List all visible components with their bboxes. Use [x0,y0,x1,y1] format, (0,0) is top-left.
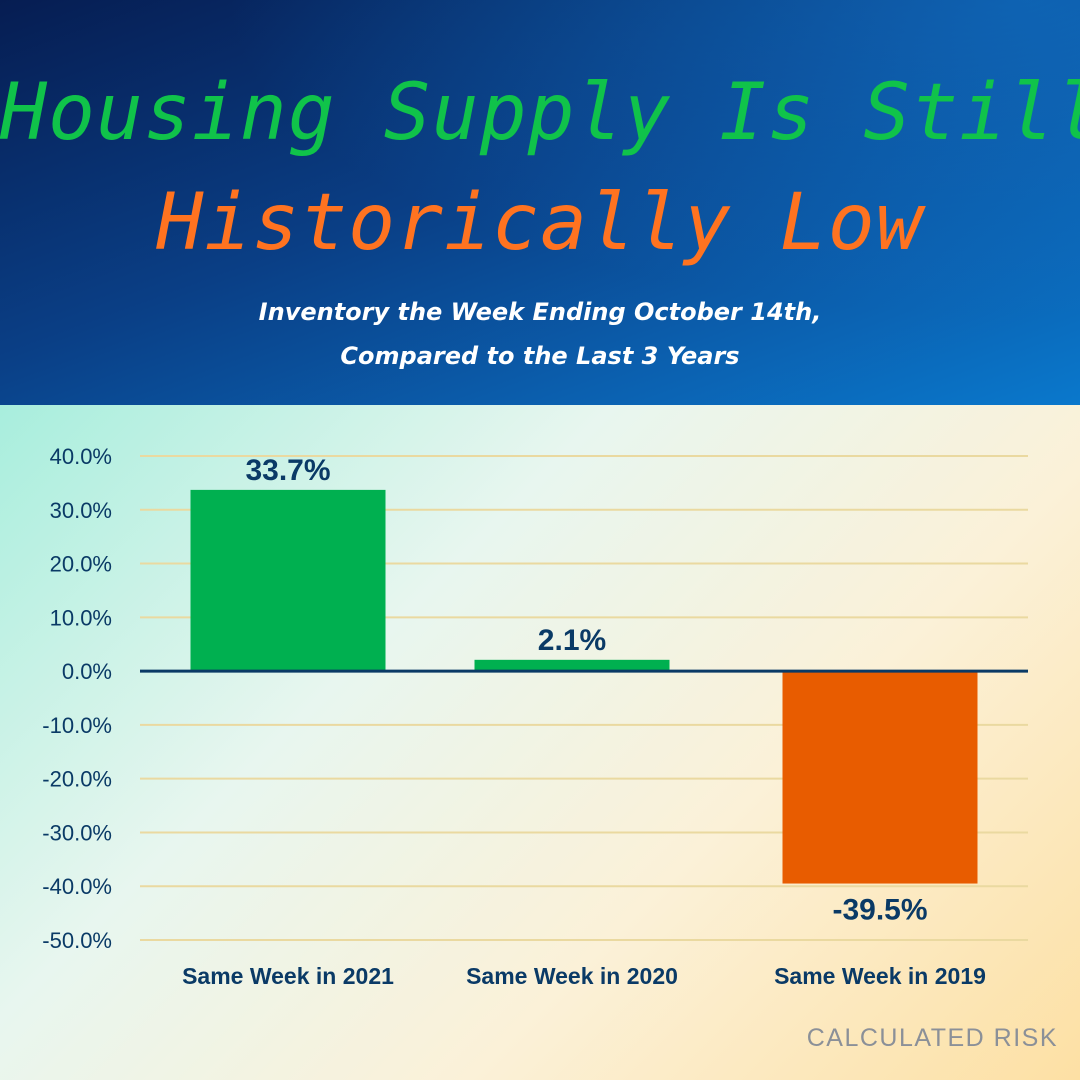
y-tick-label: -20.0% [42,767,112,792]
data-label: 33.7% [245,454,330,487]
title-line-2: Historically Low [156,178,924,268]
data-label: -39.5% [832,894,927,927]
bar [782,671,978,884]
bar [190,489,386,672]
header-banner [0,0,1080,405]
category-label: Same Week in 2019 [774,963,986,989]
source-credit: CALCULATED RISK [806,1024,1058,1052]
subtitle-line-1: Inventory the Week Ending October 14th, [258,298,822,326]
bar [474,659,670,672]
data-label: 2.1% [538,624,606,657]
y-tick-label: 40.0% [50,444,112,469]
category-label: Same Week in 2020 [466,963,678,989]
y-tick-label: -30.0% [42,820,112,845]
y-tick-label: -40.0% [42,874,112,899]
title-line-1: Housing Supply Is Still [0,68,1080,158]
subtitle-line-2: Compared to the Last 3 Years [340,342,740,370]
category-label: Same Week in 2021 [182,963,394,989]
y-tick-label: 20.0% [50,552,112,577]
y-tick-label: -10.0% [42,713,112,738]
y-tick-label: -50.0% [42,928,112,953]
y-tick-label: 10.0% [50,605,112,630]
y-tick-label: 0.0% [62,659,112,684]
y-tick-label: 30.0% [50,498,112,523]
